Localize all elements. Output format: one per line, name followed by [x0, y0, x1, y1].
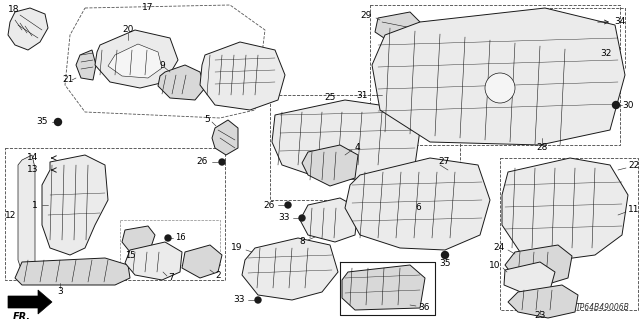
Polygon shape	[548, 40, 600, 62]
Polygon shape	[95, 30, 178, 88]
Circle shape	[219, 159, 225, 165]
Text: 28: 28	[536, 144, 548, 152]
Text: 14: 14	[27, 153, 38, 162]
Polygon shape	[242, 238, 338, 300]
Polygon shape	[548, 15, 570, 44]
Polygon shape	[108, 44, 162, 78]
Text: 17: 17	[142, 4, 154, 12]
Text: 4: 4	[355, 144, 360, 152]
Circle shape	[442, 251, 449, 258]
Polygon shape	[272, 100, 420, 180]
Text: 20: 20	[122, 26, 134, 34]
Polygon shape	[200, 42, 285, 110]
Text: 8: 8	[300, 238, 305, 247]
Text: 26: 26	[264, 201, 275, 210]
Text: 13: 13	[26, 166, 38, 174]
Text: 3: 3	[57, 286, 63, 295]
Text: 6: 6	[415, 204, 420, 212]
Polygon shape	[342, 265, 425, 310]
Polygon shape	[125, 242, 182, 280]
Text: ◄: ◄	[8, 293, 23, 311]
Polygon shape	[372, 8, 625, 145]
Text: 1: 1	[32, 201, 38, 210]
Circle shape	[285, 202, 291, 208]
Circle shape	[165, 235, 171, 241]
Polygon shape	[18, 155, 35, 272]
Text: 21: 21	[62, 76, 74, 85]
Text: 35: 35	[36, 117, 48, 127]
Text: 12: 12	[5, 211, 17, 219]
Text: 22: 22	[628, 160, 639, 169]
Polygon shape	[15, 258, 130, 285]
Polygon shape	[42, 155, 108, 255]
Circle shape	[612, 101, 620, 108]
Polygon shape	[8, 290, 52, 314]
Polygon shape	[122, 226, 155, 252]
Text: 30: 30	[622, 100, 634, 109]
Polygon shape	[212, 120, 238, 155]
Polygon shape	[182, 245, 222, 278]
Text: 26: 26	[196, 158, 208, 167]
Text: 5: 5	[204, 115, 210, 124]
Text: TP64B49006B: TP64B49006B	[576, 303, 630, 312]
Circle shape	[54, 118, 61, 125]
Polygon shape	[158, 65, 205, 100]
Text: 35: 35	[439, 259, 451, 269]
Text: 7: 7	[168, 273, 173, 283]
Text: 31: 31	[356, 91, 368, 100]
Text: 29: 29	[360, 11, 372, 19]
Circle shape	[255, 297, 261, 303]
Polygon shape	[508, 285, 578, 318]
Circle shape	[485, 73, 515, 103]
Polygon shape	[352, 193, 418, 240]
Polygon shape	[76, 50, 96, 80]
Text: 16: 16	[175, 234, 186, 242]
Text: 33: 33	[234, 295, 245, 305]
Text: 27: 27	[438, 158, 449, 167]
Text: FR.: FR.	[20, 298, 36, 307]
Polygon shape	[300, 198, 358, 242]
Polygon shape	[302, 145, 358, 186]
Text: FR.: FR.	[13, 312, 31, 319]
Text: 15: 15	[125, 251, 135, 261]
Text: 32: 32	[600, 49, 611, 58]
Text: 2: 2	[215, 271, 221, 280]
Polygon shape	[375, 12, 420, 42]
Text: 33: 33	[278, 213, 290, 222]
Polygon shape	[345, 158, 490, 250]
Text: 24: 24	[493, 243, 505, 253]
Text: 25: 25	[324, 93, 336, 102]
Text: 23: 23	[534, 311, 546, 319]
Circle shape	[299, 215, 305, 221]
Text: 9: 9	[159, 61, 165, 70]
Text: 18: 18	[8, 5, 19, 14]
Text: 19: 19	[230, 243, 242, 253]
Text: 36: 36	[418, 303, 429, 313]
Polygon shape	[504, 262, 555, 295]
Text: 10: 10	[488, 261, 500, 270]
Text: 34: 34	[614, 18, 625, 26]
Polygon shape	[505, 245, 572, 285]
Polygon shape	[502, 158, 628, 260]
Polygon shape	[8, 8, 48, 50]
Text: 11: 11	[628, 205, 639, 214]
